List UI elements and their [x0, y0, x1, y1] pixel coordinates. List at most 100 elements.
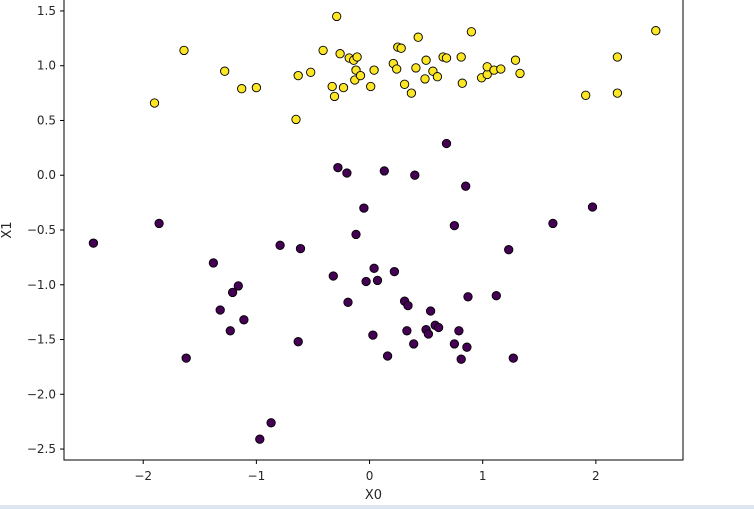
data-point-s0-5: [291, 114, 301, 125]
data-point-s1-25: [382, 351, 393, 361]
data-point-s1-10: [266, 418, 276, 428]
data-point-s1-28: [402, 326, 412, 336]
x-axis: −2 −1 0 1 2: [134, 460, 600, 483]
data-point-s1-15: [333, 162, 343, 173]
data-point-s1-40: [454, 326, 464, 336]
y-tick-label-3: −1.0: [27, 278, 56, 292]
data-point-s1-47: [508, 353, 518, 363]
data-point-s1-48: [548, 218, 558, 229]
y-tick-label-1: −2.0: [27, 387, 56, 401]
data-point-s0-3: [237, 84, 247, 94]
data-point-s0-12: [335, 49, 345, 59]
data-point-s0-0: [149, 98, 160, 108]
data-point-s1-37: [441, 138, 452, 149]
data-point-s1-7: [233, 281, 243, 291]
x-tick-label-1: −1: [248, 469, 266, 483]
data-point-s1-8: [239, 315, 249, 325]
data-point-s1-16: [342, 168, 352, 178]
x-axis-label: X0: [365, 488, 382, 503]
data-point-s0-6: [293, 70, 303, 81]
data-point-s1-38: [449, 339, 460, 349]
data-point-s0-26: [399, 79, 410, 89]
data-point-s0-1: [179, 45, 189, 56]
data-point-s0-46: [581, 90, 591, 100]
data-point-s1-12: [293, 337, 303, 347]
data-point-s1-19: [359, 203, 369, 213]
data-point-s0-2: [220, 66, 230, 76]
data-point-s1-14: [328, 271, 338, 281]
data-point-s0-20: [366, 81, 376, 92]
y-tick-label-6: 0.5: [37, 113, 56, 127]
data-point-s1-36: [433, 322, 444, 333]
data-point-s0-48: [612, 88, 623, 98]
data-point-s1-33: [423, 329, 434, 339]
data-point-s1-34: [425, 306, 436, 316]
data-point-s0-43: [496, 64, 506, 74]
data-point-s0-45: [515, 68, 525, 79]
data-point-s1-46: [504, 245, 514, 255]
data-point-s0-36: [457, 78, 467, 88]
data-point-s0-23: [392, 64, 402, 74]
x-tick-label-0: −2: [134, 469, 152, 483]
data-point-s0-28: [411, 63, 421, 73]
data-point-s1-24: [379, 166, 389, 176]
data-point-s0-35: [441, 53, 452, 63]
window-bottom-edge: [0, 505, 754, 509]
data-point-s1-39: [449, 220, 460, 231]
x-tick-label-4: 2: [592, 469, 600, 483]
data-point-s0-30: [420, 74, 430, 84]
data-point-s0-27: [406, 88, 417, 98]
y-tick-label-2: −1.5: [27, 333, 56, 347]
data-point-s1-45: [491, 291, 501, 301]
data-point-s0-49: [651, 26, 661, 36]
data-point-s1-44: [463, 292, 473, 302]
data-point-s0-13: [338, 82, 349, 93]
data-point-s1-3: [208, 258, 219, 268]
data-point-s1-9: [255, 434, 265, 444]
data-point-s0-21: [369, 65, 379, 75]
y-tick-label-5: 0.0: [37, 168, 56, 182]
y-tick-label-7: 1.0: [37, 59, 56, 73]
data-point-s0-18: [352, 52, 362, 62]
data-point-s1-31: [410, 170, 420, 180]
data-point-s1-41: [456, 354, 466, 364]
data-point-s1-29: [403, 300, 413, 311]
data-point-s0-31: [421, 55, 431, 65]
data-point-s1-0: [88, 238, 99, 248]
data-point-s0-11: [332, 11, 342, 22]
data-point-s1-43: [462, 342, 472, 352]
data-point-s1-22: [369, 263, 379, 273]
data-point-s1-18: [351, 229, 361, 240]
data-point-s1-1: [154, 218, 164, 229]
data-point-s1-5: [225, 326, 235, 336]
y-tick-label-8: 1.5: [37, 4, 56, 18]
data-point-s0-47: [612, 52, 623, 62]
data-point-s1-23: [372, 275, 383, 286]
data-point-s0-44: [510, 55, 521, 65]
data-point-s0-37: [456, 52, 466, 62]
y-axis: −2.5 −2.0 −1.5 −1.0 −0.5 0.0 0.5 1.0 1.5: [27, 4, 64, 456]
data-point-s1-13: [295, 243, 306, 254]
data-point-s1-4: [215, 305, 225, 315]
y-axis-label: X1: [0, 221, 15, 238]
data-point-s1-2: [181, 353, 191, 363]
x-tick-label-3: 1: [479, 469, 487, 483]
data-point-s1-11: [275, 240, 285, 250]
data-point-s0-25: [396, 43, 406, 53]
points-layer: [88, 11, 661, 444]
y-tick-label-4: −0.5: [27, 223, 56, 237]
data-point-s0-10: [329, 91, 340, 102]
data-point-s0-19: [355, 70, 366, 81]
data-point-s1-30: [409, 339, 419, 349]
data-point-s0-29: [413, 32, 423, 42]
data-point-s0-8: [318, 45, 328, 56]
data-point-s1-49: [587, 202, 598, 212]
data-point-s1-20: [361, 276, 371, 287]
data-point-s1-17: [343, 297, 353, 307]
data-point-s0-33: [432, 72, 443, 82]
data-point-s0-4: [251, 82, 262, 93]
data-point-s0-38: [466, 27, 477, 37]
data-point-s1-6: [227, 287, 238, 298]
data-point-s1-26: [389, 266, 400, 277]
